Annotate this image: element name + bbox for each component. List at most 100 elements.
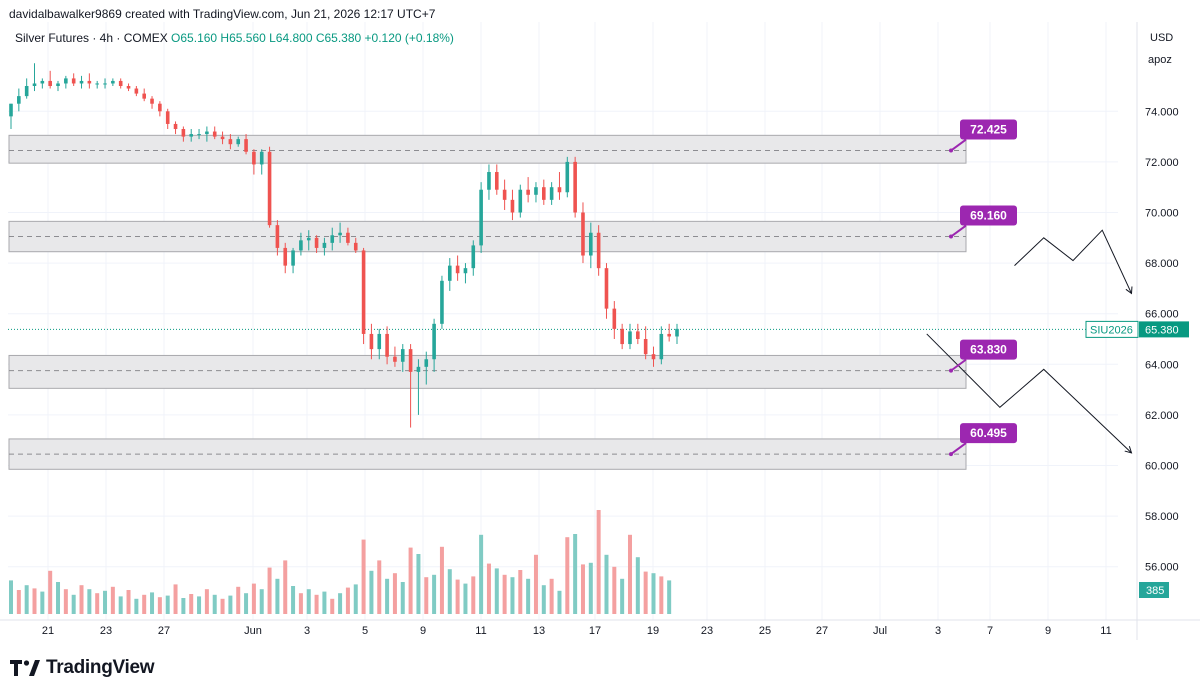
last-price-box <box>1139 321 1189 338</box>
candle-body <box>534 187 538 195</box>
volume-bar <box>345 587 350 614</box>
candle-body <box>471 245 476 269</box>
volume-bar <box>267 567 272 614</box>
zone-label-value: 63.830 <box>970 343 1007 357</box>
candle-body <box>581 212 585 256</box>
y-tick-label: 56.000 <box>1145 562 1179 574</box>
currency-sublabel: apoz <box>1148 54 1172 66</box>
volume-bar <box>283 560 288 614</box>
candle-body <box>494 172 499 190</box>
candle-body <box>181 129 186 137</box>
volume-bar <box>338 593 343 614</box>
volume-bar <box>463 583 468 614</box>
candle-body <box>416 366 421 372</box>
projection-arrowhead <box>1124 446 1133 454</box>
volume-bar <box>659 576 664 614</box>
candle-body <box>283 247 288 266</box>
candle-body <box>651 354 656 360</box>
volume-bar <box>651 573 656 614</box>
candle-body <box>455 265 460 274</box>
volume-bar <box>439 546 444 614</box>
x-tick-label: 11 <box>475 625 486 637</box>
x-tick-label: Jul <box>873 625 887 637</box>
candle-body <box>118 80 123 86</box>
volume-bar <box>643 571 648 614</box>
volume-bar <box>604 554 609 614</box>
y-tick-label: 68.000 <box>1145 258 1179 270</box>
label-pointer <box>950 224 967 238</box>
candle-body <box>212 131 217 137</box>
volume-bar <box>400 582 405 614</box>
candle-body <box>510 199 515 213</box>
volume-bar <box>32 588 37 614</box>
candle-body <box>589 232 593 256</box>
candle-body <box>596 232 601 269</box>
x-tick-label: Jun <box>244 625 262 637</box>
volume-bar <box>126 590 131 614</box>
volume-bar <box>667 580 672 614</box>
candle-body <box>244 139 248 152</box>
y-tick-label: 70.000 <box>1145 208 1179 220</box>
chart-caption: davidalbawalker9869 created with Trading… <box>9 7 436 21</box>
candle-body <box>126 86 131 89</box>
volume-bar <box>361 539 366 614</box>
volume-value: 385 <box>1146 585 1164 597</box>
volume-bar <box>330 598 335 614</box>
volume-bar <box>220 598 225 614</box>
candle-body <box>150 98 154 104</box>
volume-bar <box>620 578 625 614</box>
volume-bar <box>173 584 178 614</box>
candle-body <box>259 151 264 165</box>
last-price-symbol: SIU2026 <box>1090 324 1133 336</box>
volume-bar <box>71 594 76 614</box>
volume-bar <box>16 590 21 614</box>
candle-body <box>400 349 405 362</box>
volume-bar <box>377 560 382 614</box>
label-pointer <box>950 442 967 455</box>
candle-body <box>267 151 272 226</box>
label-anchor-dot <box>949 452 953 457</box>
volume-bar <box>432 574 437 614</box>
volume-bar <box>110 586 115 614</box>
candle-body <box>220 136 225 140</box>
candle-body <box>346 232 350 243</box>
volume-bar <box>565 537 570 614</box>
x-tick-label: 23 <box>701 625 713 637</box>
volume-bar <box>635 557 640 614</box>
symbol-legend[interactable]: Silver Futures · 4h · COMEX O65.160 H65.… <box>15 31 454 45</box>
volume-bar <box>118 596 123 614</box>
grid <box>8 22 1118 620</box>
volume-bar <box>142 594 147 614</box>
volume-bar <box>204 589 209 614</box>
candle-body <box>408 349 413 372</box>
candle-body <box>385 333 389 357</box>
volume-bar <box>24 585 29 614</box>
tradingview-logo[interactable]: TradingView <box>10 657 155 679</box>
x-tick-label: 17 <box>589 625 601 637</box>
y-tick-label: 64.000 <box>1145 359 1179 371</box>
candle-body <box>526 189 530 195</box>
volume-bar <box>298 593 303 614</box>
candle-body <box>636 331 640 339</box>
label-pointer <box>950 358 967 372</box>
candle-body <box>275 225 280 248</box>
zone-box <box>8 354 967 389</box>
candle-body <box>424 359 429 367</box>
label-anchor-dot <box>949 148 953 153</box>
zone-label-box <box>960 339 1017 360</box>
volume-bar <box>244 593 249 614</box>
candle-body <box>79 80 84 84</box>
volume-bar <box>63 589 68 614</box>
currency-label[interactable]: USD <box>1150 32 1174 44</box>
volume-bar <box>103 590 108 614</box>
symbol-name: Silver Futures · 4h · COMEX <box>15 31 168 45</box>
candle-body <box>479 189 483 246</box>
y-tick-label: 60.000 <box>1145 461 1179 473</box>
brand-name: TradingView <box>46 657 155 678</box>
candle-body <box>393 356 397 362</box>
candle-body <box>103 83 107 85</box>
zone-label-value: 60.495 <box>970 426 1007 440</box>
volume-bar <box>314 594 319 614</box>
candle-body <box>557 187 562 193</box>
